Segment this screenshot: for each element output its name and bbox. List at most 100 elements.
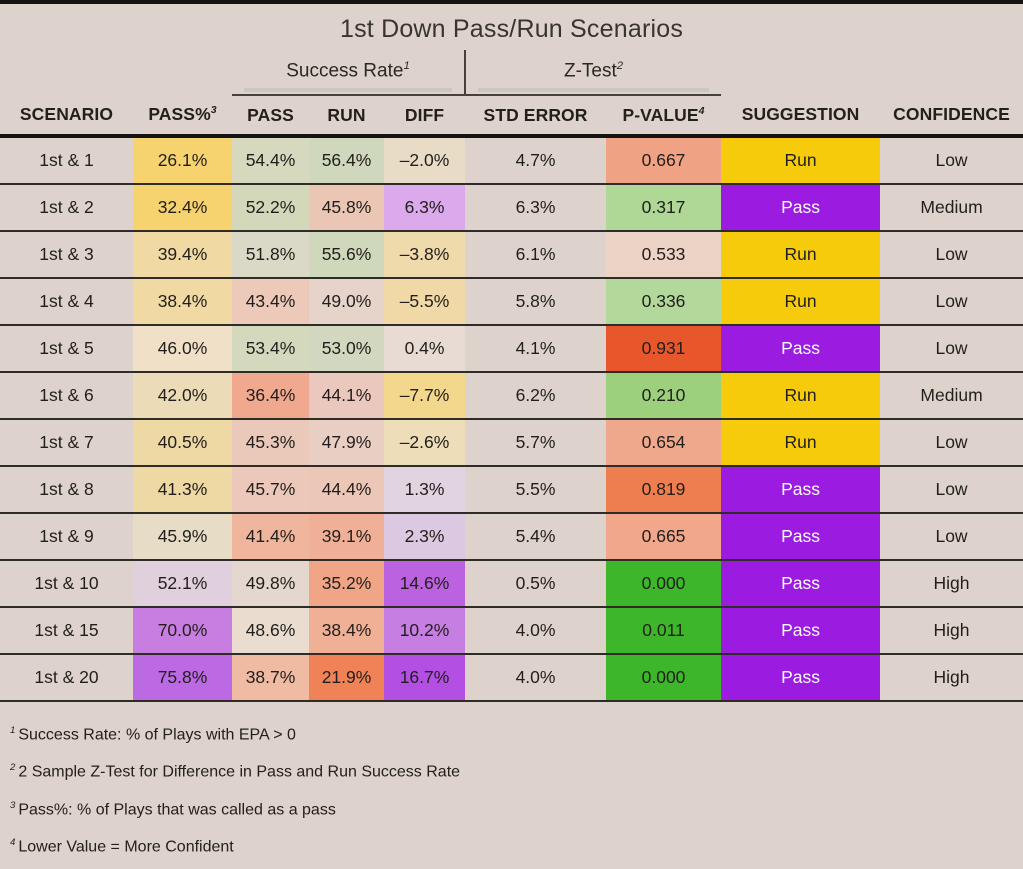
- cell-scenario: 1st & 20: [0, 654, 133, 702]
- cell-std-error: 4.7%: [465, 136, 607, 185]
- group-success-rate-label: Success Rate1: [244, 60, 453, 92]
- cell-suggestion: Pass: [721, 513, 881, 561]
- cell-pass-pct: 38.4%: [133, 278, 232, 326]
- cell-pass: 54.4%: [232, 136, 309, 185]
- cell-p-value: 0.665: [606, 513, 722, 561]
- cell-scenario: 1st & 2: [0, 184, 133, 232]
- cell-confidence: Low: [880, 231, 1023, 279]
- cell-pass-pct: 32.4%: [133, 184, 232, 232]
- group-z-test: Z-Test2: [465, 50, 722, 96]
- cell-diff: 16.7%: [384, 654, 466, 702]
- cell-suggestion: Run: [721, 419, 881, 467]
- cell-diff: –2.6%: [384, 419, 466, 467]
- cell-pass-pct: 26.1%: [133, 136, 232, 185]
- cell-pass-pct: 52.1%: [133, 560, 232, 608]
- footnote: 3 Pass%: % of Plays that was called as a …: [10, 799, 336, 818]
- cell-suggestion: Pass: [721, 654, 881, 702]
- cell-pass: 49.8%: [232, 560, 309, 608]
- cell-p-value: 0.667: [606, 136, 722, 185]
- cell-pass-pct: 46.0%: [133, 325, 232, 373]
- column-header-pass-pct: PASS%3: [133, 95, 232, 138]
- group-spacer-right: [721, 50, 1023, 95]
- cell-confidence: High: [880, 560, 1023, 608]
- table-row: 1st & 1 26.1% 54.4% 56.4% –2.0% 4.7% 0.667 Run L…: [0, 136, 1023, 185]
- cell-diff: 6.3%: [384, 184, 466, 232]
- column-header-std-error: STD ERROR: [465, 95, 607, 138]
- cell-pass: 38.7%: [232, 654, 309, 702]
- table-row: 1st & 5 46.0% 53.4% 53.0% 0.4% 4.1% 0.931 Pass L…: [0, 325, 1023, 373]
- cell-p-value: 0.533: [606, 231, 722, 279]
- table-row: 1st & 15 70.0% 48.6% 38.4% 10.2% 4.0% 0.011 Pas…: [0, 607, 1023, 655]
- cell-suggestion: Pass: [721, 560, 881, 608]
- cell-suggestion: Run: [721, 278, 881, 326]
- cell-std-error: 5.5%: [465, 466, 607, 514]
- cell-pass: 52.2%: [232, 184, 309, 232]
- cell-pass: 36.4%: [232, 372, 309, 420]
- table-row: 1st & 9 45.9% 41.4% 39.1% 2.3% 5.4% 0.665 Pass L…: [0, 513, 1023, 561]
- cell-suggestion: Run: [721, 231, 881, 279]
- cell-p-value: 0.654: [606, 419, 722, 467]
- cell-diff: –3.8%: [384, 231, 466, 279]
- cell-p-value: 0.011: [606, 607, 722, 655]
- group-spacer-left: [0, 50, 232, 95]
- cell-scenario: 1st & 9: [0, 513, 133, 561]
- cell-run: 47.9%: [309, 419, 384, 467]
- cell-run: 35.2%: [309, 560, 384, 608]
- cell-confidence: High: [880, 654, 1023, 702]
- cell-confidence: Low: [880, 278, 1023, 326]
- cell-confidence: Low: [880, 513, 1023, 561]
- superscript: 2: [616, 60, 624, 73]
- cell-pass-pct: 39.4%: [133, 231, 232, 279]
- footnote: 4 Lower Value = More Confident: [10, 836, 234, 856]
- cell-pass: 53.4%: [232, 325, 309, 373]
- cell-scenario: 1st & 5: [0, 325, 133, 373]
- cell-p-value: 0.210: [606, 372, 722, 420]
- column-header-confidence: CONFIDENCE: [880, 95, 1023, 138]
- cell-std-error: 4.1%: [465, 325, 607, 373]
- cell-run: 55.6%: [309, 231, 384, 279]
- cell-pass: 43.4%: [232, 278, 309, 326]
- cell-diff: –2.0%: [384, 136, 466, 185]
- cell-suggestion: Pass: [721, 325, 881, 373]
- cell-pass: 45.7%: [232, 466, 309, 514]
- superscript: 1: [403, 60, 410, 73]
- cell-p-value: 0.931: [606, 325, 722, 373]
- column-header-scenario: SCENARIO: [0, 95, 133, 138]
- cell-suggestion: Pass: [721, 466, 881, 514]
- cell-confidence: Low: [880, 466, 1023, 514]
- table-row: 1st & 7 40.5% 45.3% 47.9% –2.6% 5.7% 0.654 Run L…: [0, 419, 1023, 467]
- superscript: 3: [10, 799, 16, 811]
- column-header-run: RUN: [309, 95, 384, 138]
- cell-std-error: 6.1%: [465, 231, 607, 279]
- cell-pass-pct: 75.8%: [133, 654, 232, 702]
- cell-std-error: 6.2%: [465, 372, 607, 420]
- group-success-rate: Success Rate1: [232, 50, 467, 96]
- cell-suggestion: Pass: [721, 184, 881, 232]
- cell-std-error: 4.0%: [465, 654, 607, 702]
- cell-diff: 2.3%: [384, 513, 466, 561]
- cell-p-value: 0.000: [606, 654, 722, 702]
- cell-std-error: 5.4%: [465, 513, 607, 561]
- cell-std-error: 4.0%: [465, 607, 607, 655]
- page-title: 1st Down Pass/Run Scenarios: [339, 15, 684, 43]
- cell-scenario: 1st & 1: [0, 136, 133, 185]
- column-header-suggestion: SUGGESTION: [721, 95, 881, 138]
- superscript: 3: [210, 104, 217, 117]
- column-header-p-value: P-VALUE4: [606, 95, 722, 138]
- cell-pass-pct: 40.5%: [133, 419, 232, 467]
- cell-pass-pct: 41.3%: [133, 466, 232, 514]
- scenario-table: Success Rate1 Z-Test2 SCENARIO PASS%3 PASS R…: [0, 50, 1023, 702]
- cell-suggestion: Run: [721, 136, 881, 185]
- cell-pass-pct: 42.0%: [133, 372, 232, 420]
- cell-std-error: 5.7%: [465, 419, 607, 467]
- cell-confidence: Medium: [880, 184, 1023, 232]
- cell-diff: 1.3%: [384, 466, 466, 514]
- cell-p-value: 0.317: [606, 184, 722, 232]
- column-header-row: SCENARIO PASS%3 PASS RUN DIFF STD ERROR P-VALU…: [0, 95, 1023, 138]
- table-row: 1st & 8 41.3% 45.7% 44.4% 1.3% 5.5% 0.819 Pass L…: [0, 466, 1023, 514]
- cell-run: 49.0%: [309, 278, 384, 326]
- cell-run: 38.4%: [309, 607, 384, 655]
